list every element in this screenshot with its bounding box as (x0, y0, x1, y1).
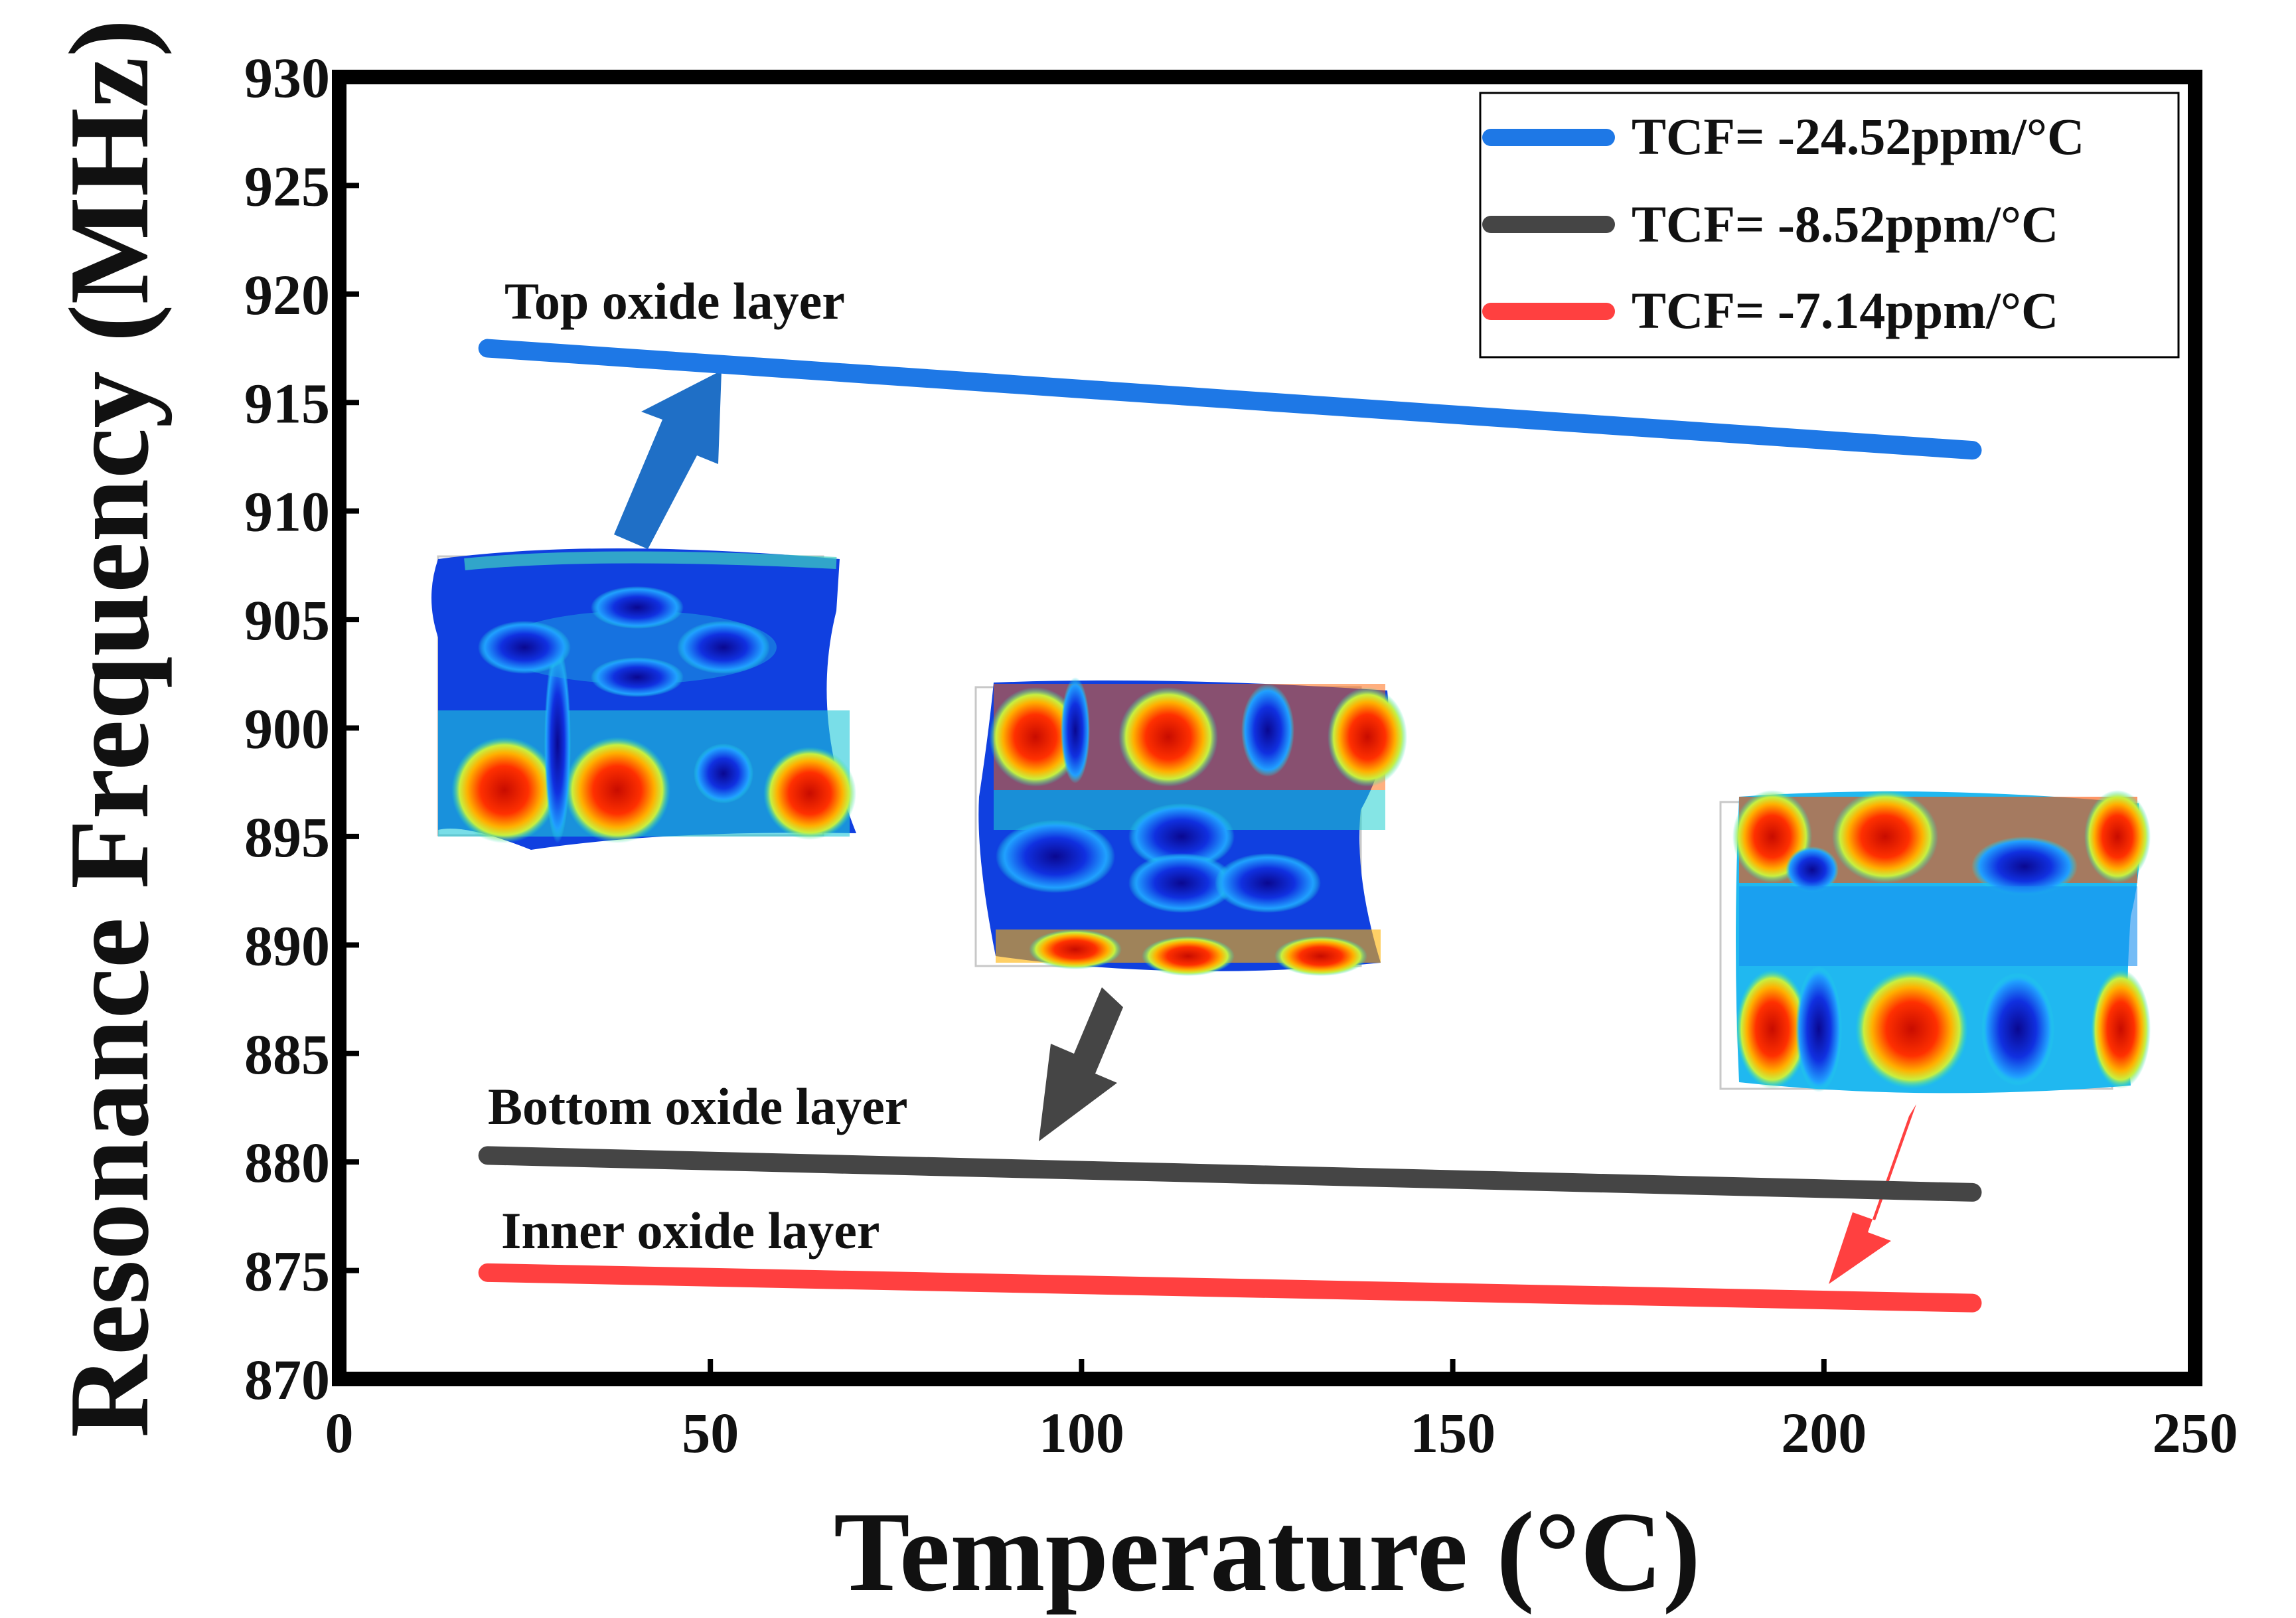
legend-label-3: TCF= -7.14ppm/°C (1632, 282, 2058, 339)
legend: TCF= -24.52ppm/°C TCF= -8.52ppm/°C TCF= … (1479, 92, 2180, 359)
arrow-inner-oxide (1829, 1104, 1916, 1284)
arrow-bottom-oxide (1039, 987, 1123, 1141)
annotation-inner-oxide: Inner oxide layer (501, 1202, 880, 1259)
legend-entry-3: TCF= -7.14ppm/°C (1482, 282, 2058, 339)
y-tick-label-910: 910 (244, 480, 330, 544)
y-tick-label-895: 895 (244, 805, 330, 869)
legend-label-2: TCF= -8.52ppm/°C (1632, 195, 2058, 253)
y-tick-label-875: 875 (244, 1240, 330, 1303)
x-tick-label-200: 200 (1781, 1401, 1867, 1465)
y-tick-label-925: 925 (244, 154, 330, 218)
x-tick-label-100: 100 (1039, 1401, 1124, 1465)
top-oxide-mode-shape (431, 548, 856, 850)
y-tick-label-870: 870 (244, 1348, 330, 1412)
arrow-top-oxide (614, 370, 722, 549)
y-tick-label-880: 880 (244, 1131, 330, 1194)
legend-entry-1: TCF= -24.52ppm/°C (1482, 108, 2084, 165)
legend-label-1: TCF= -24.52ppm/°C (1632, 108, 2084, 165)
x-axis-title: Temperature (°C) (834, 1489, 1701, 1615)
x-tick-label-0: 0 (325, 1401, 354, 1465)
x-tick-label-250: 250 (2153, 1401, 2238, 1465)
y-tick-label-900: 900 (244, 697, 330, 761)
y-tick-label-930: 930 (244, 46, 330, 110)
series-lines (478, 339, 1982, 1313)
y-axis-ticks: 870 875 880 885 890 895 900 905 910 915 920 925 930 (244, 46, 359, 1412)
legend-entry-2: TCF= -8.52ppm/°C (1482, 195, 2058, 253)
inner-oxide-mode-shape (1719, 790, 2151, 1093)
series-line-3 (478, 1263, 1982, 1313)
y-tick-label-885: 885 (244, 1022, 330, 1086)
series-line-2 (478, 1146, 1982, 1202)
y-tick-label-905: 905 (244, 588, 330, 652)
x-tick-label-150: 150 (1410, 1401, 1495, 1465)
annotation-bottom-oxide: Bottom oxide layer (488, 1078, 908, 1135)
y-tick-label-915: 915 (244, 371, 330, 435)
y-tick-label-920: 920 (244, 263, 330, 327)
y-tick-label-890: 890 (244, 914, 330, 977)
x-axis-ticks: 0 50 100 150 200 250 (325, 1359, 2238, 1465)
annotation-top-oxide: Top oxide layer (504, 272, 845, 330)
y-axis-title: Resonance Frequency (MHz) (46, 19, 173, 1438)
x-tick-label-50: 50 (682, 1401, 739, 1465)
bottom-oxide-mode-shape (974, 677, 1407, 976)
series-line-1 (478, 339, 1982, 460)
